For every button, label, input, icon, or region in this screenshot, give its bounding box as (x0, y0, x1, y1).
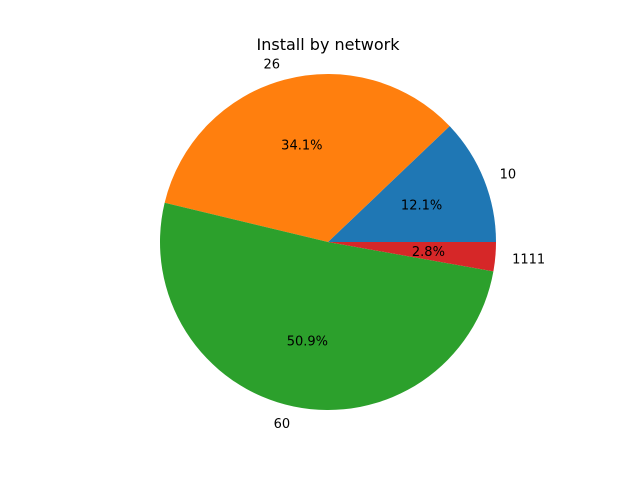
pie-percent-label-1111: 2.8% (412, 245, 445, 260)
pie-percent-label-26: 34.1% (281, 139, 322, 154)
pie-category-label-60: 60 (274, 417, 291, 432)
pie-category-label-26: 26 (263, 58, 280, 73)
pie-category-label-1111: 1111 (512, 252, 545, 267)
chart-title: Install by network (257, 35, 401, 54)
pie-slice-1111 (328, 242, 496, 272)
pie-percent-label-60: 50.9% (287, 335, 328, 350)
pie-percent-label-10: 12.1% (401, 199, 442, 214)
pie-category-label-10: 10 (500, 167, 517, 182)
pie-labels: 12.1% 10 34.1% 26 50.9% 60 2.8% 1111 (263, 58, 545, 432)
pie-slice-60 (159, 202, 494, 411)
pie-slices (159, 74, 496, 411)
pie-slice-26 (164, 74, 450, 243)
pie-slice-10 (328, 126, 496, 242)
